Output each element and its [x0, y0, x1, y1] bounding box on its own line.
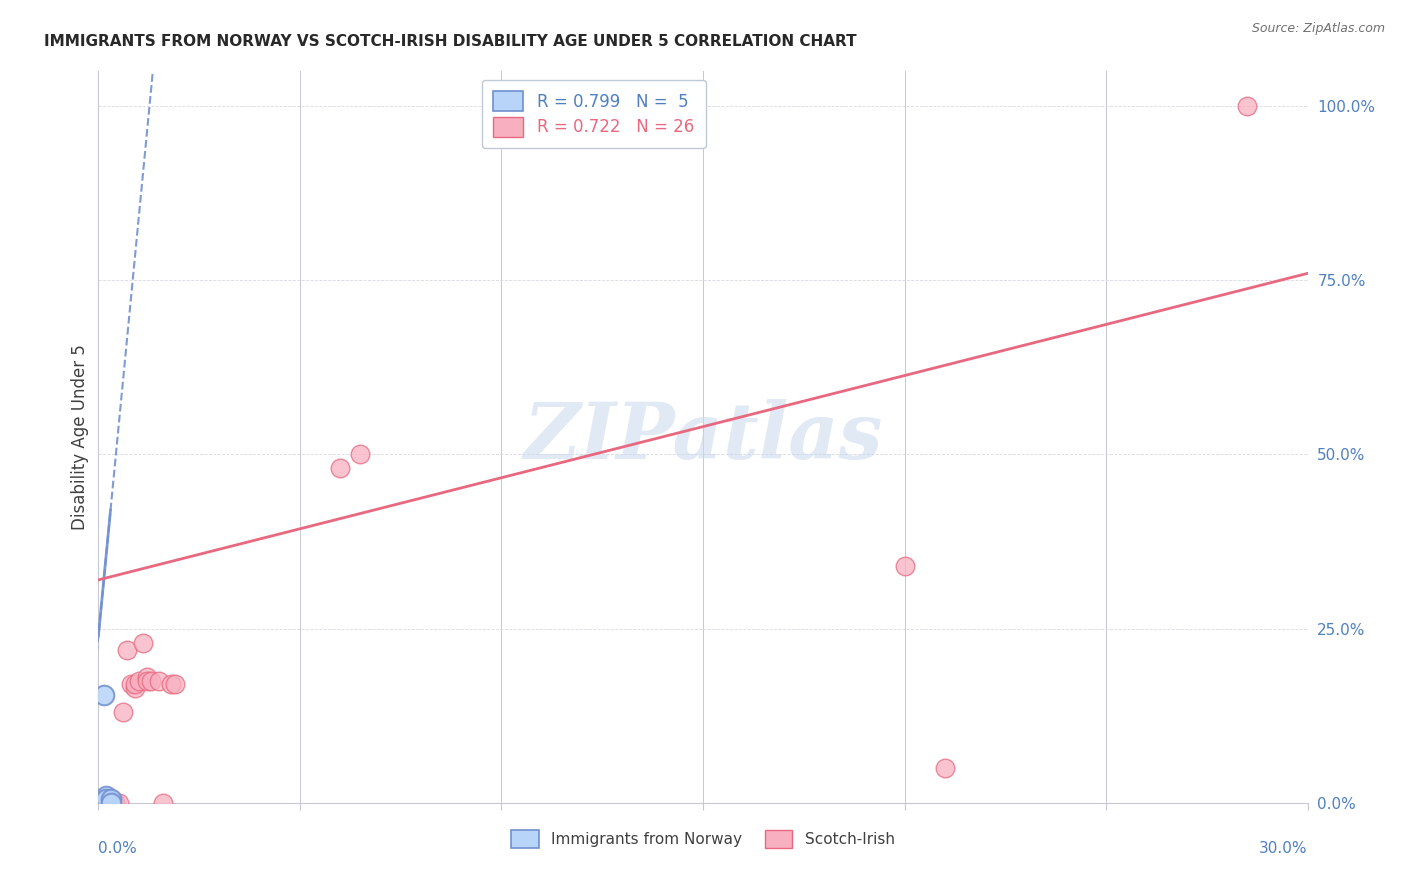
Point [139, 673, 162, 688]
Y-axis label: Disability Age Under 5: Disability Age Under 5 [70, 344, 89, 530]
Point [349, 448, 371, 462]
Point [135, 673, 157, 688]
Point [148, 673, 170, 688]
Point [132, 635, 155, 649]
Text: ZIPatlas: ZIPatlas [523, 399, 883, 475]
Point [893, 558, 915, 573]
Point [96, 792, 118, 806]
Point [128, 673, 150, 688]
Point [107, 796, 129, 810]
Point [96, 792, 118, 806]
Text: 0.0%: 0.0% [98, 841, 138, 856]
Point [135, 670, 157, 684]
Point [93, 688, 115, 702]
Point [111, 705, 134, 719]
Point [1236, 99, 1258, 113]
Point [96, 789, 118, 803]
Text: IMMIGRANTS FROM NORWAY VS SCOTCH-IRISH DISABILITY AGE UNDER 5 CORRELATION CHART: IMMIGRANTS FROM NORWAY VS SCOTCH-IRISH D… [44, 35, 856, 49]
Point [124, 677, 146, 691]
Point [152, 796, 174, 810]
Legend: Immigrants from Norway, Scotch-Irish: Immigrants from Norway, Scotch-Irish [505, 824, 901, 854]
Point [160, 677, 183, 691]
Point [120, 677, 142, 691]
Point [115, 642, 138, 657]
Point [100, 792, 122, 806]
Point [100, 796, 122, 810]
Point [100, 792, 122, 806]
Point [91, 792, 114, 806]
Point [96, 796, 118, 810]
Point [934, 761, 956, 775]
Point [91, 796, 114, 810]
Point [124, 681, 146, 695]
Point [329, 461, 352, 475]
Point [103, 796, 125, 810]
Point [163, 677, 186, 691]
Text: 30.0%: 30.0% [1260, 841, 1308, 856]
Text: Source: ZipAtlas.com: Source: ZipAtlas.com [1251, 22, 1385, 36]
